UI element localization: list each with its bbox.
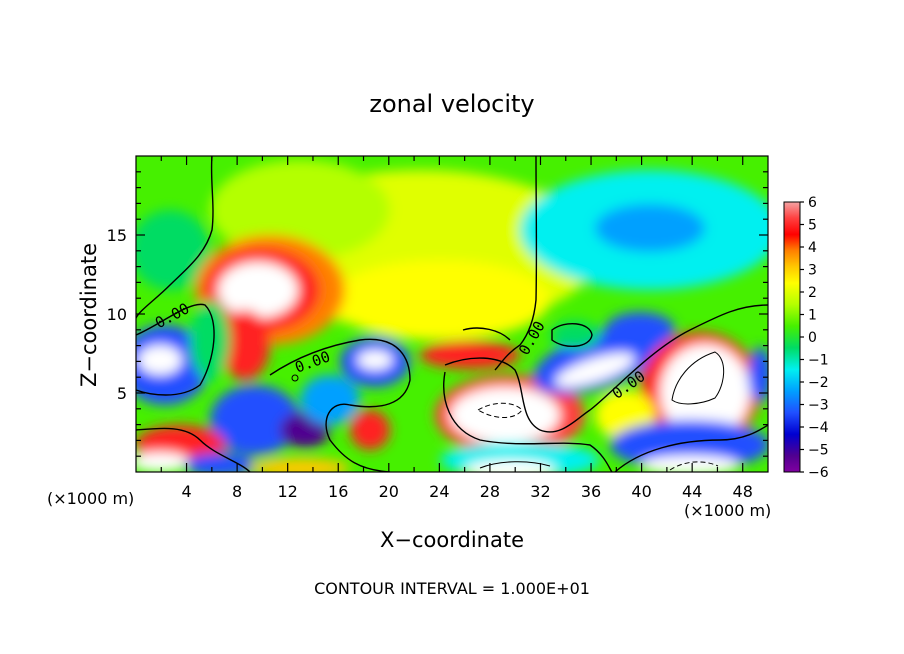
x-tick-label: 12 xyxy=(278,482,298,501)
colorbar-tick-label: −4 xyxy=(808,420,829,436)
x-tick-label: 20 xyxy=(379,482,399,501)
colorbar-tick-label: 0 xyxy=(808,330,817,346)
colorbar-tick-label: 5 xyxy=(808,218,817,234)
y-tick-label: 5 xyxy=(117,384,127,403)
colorbar-tick-labels: 6 5 4 3 2 1 0 −1 −2 −3 −4 −5 −6 xyxy=(808,195,829,481)
x-tick-label: 24 xyxy=(429,482,449,501)
x-tick-label: 48 xyxy=(733,482,753,501)
y-tick-label: 10 xyxy=(107,305,127,324)
colorbar-tick-label: 1 xyxy=(808,308,817,324)
y-axis-tick-labels: 5 10 15 xyxy=(107,226,127,403)
contour-lines xyxy=(136,156,768,472)
x-tick-label: 16 xyxy=(328,482,348,501)
x-tick-label: 36 xyxy=(581,482,601,501)
contour-interval-note: CONTOUR INTERVAL = 1.000E+01 xyxy=(314,579,590,598)
colorbar-gradient xyxy=(783,201,801,473)
x-tick-label: 8 xyxy=(232,482,242,501)
colorbar-tick-label: −1 xyxy=(808,353,829,369)
heatmap-field xyxy=(136,156,768,472)
x-tick-label: 44 xyxy=(682,482,702,501)
y-axis-label: Z−coordinate xyxy=(77,243,101,387)
colorbar-tick-label: 6 xyxy=(808,195,817,211)
chart-title: zonal velocity xyxy=(369,90,534,118)
x-unit-left: (×1000 m) xyxy=(47,489,134,508)
x-tick-label: 4 xyxy=(181,482,191,501)
colorbar-tick-label: −5 xyxy=(808,443,829,459)
axis-ticks xyxy=(136,156,804,473)
y-tick-label: 15 xyxy=(107,226,127,245)
x-unit-right: (×1000 m) xyxy=(684,501,771,520)
colorbar-tick-label: 2 xyxy=(808,285,817,301)
x-tick-label: 28 xyxy=(480,482,500,501)
x-axis-tick-labels: 4 8 12 16 20 24 28 32 36 40 44 48 xyxy=(181,482,752,501)
colorbar-tick-label: 4 xyxy=(808,240,817,256)
colorbar-tick-label: −6 xyxy=(808,465,829,481)
colorbar: 6 5 4 3 2 1 0 −1 −2 −3 −4 −5 −6 xyxy=(783,195,829,481)
colorbar-tick-label: −3 xyxy=(808,398,829,414)
x-axis-label: X−coordinate xyxy=(380,528,524,552)
colorbar-tick-label: 3 xyxy=(808,263,817,279)
x-tick-label: 40 xyxy=(631,482,651,501)
x-tick-label: 32 xyxy=(530,482,550,501)
colorbar-tick-label: −2 xyxy=(808,375,829,391)
